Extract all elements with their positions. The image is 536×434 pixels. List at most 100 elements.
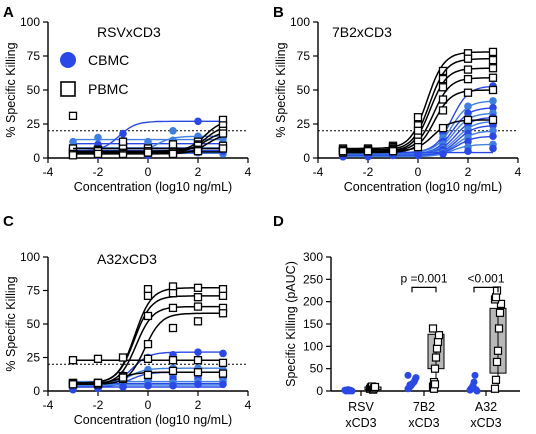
y-tick-label: 0 <box>316 384 323 398</box>
data-point-square <box>463 54 473 63</box>
y-tick-label: 300 <box>303 250 323 264</box>
y-tick-label: 25 <box>297 117 311 131</box>
y-tick-label: 25 <box>27 351 41 365</box>
data-point-square <box>168 323 178 333</box>
data-point-square <box>488 47 498 57</box>
y-tick-label: 50 <box>27 83 41 97</box>
x-tick-label: 4 <box>245 398 252 412</box>
data-point-square <box>168 282 178 291</box>
x-tick-label: 4 <box>245 165 252 179</box>
pbmc-data-point <box>495 308 505 317</box>
data-point-square <box>118 353 128 362</box>
data-point-square <box>143 354 153 363</box>
y-tick-label: 50 <box>310 362 324 376</box>
data-point-circle <box>194 348 202 356</box>
data-point-square <box>118 149 128 159</box>
category-label-line1: A32 <box>475 400 497 414</box>
data-point-square <box>218 309 228 318</box>
x-tick-label: -2 <box>93 398 104 412</box>
category-label-line1: RSV <box>348 400 374 414</box>
data-point-square <box>413 126 423 135</box>
data-point-square <box>118 137 128 146</box>
data-point-circle <box>464 137 472 146</box>
y-axis-title: % Specific Killing <box>4 276 18 371</box>
data-point-square <box>488 64 498 73</box>
data-point-square <box>168 140 178 149</box>
y-axis-title: % Specific Killing <box>4 42 18 137</box>
y-tick-label: 100 <box>20 250 40 264</box>
data-point-circle <box>489 132 497 141</box>
data-point-circle <box>119 129 127 138</box>
chart-title: 7B2xCD3 <box>332 24 392 40</box>
panel-letter: B <box>273 4 284 21</box>
x-tick-label: 0 <box>145 165 152 179</box>
data-point-circle <box>94 133 102 142</box>
pbmc-data-point <box>431 353 441 362</box>
data-point-square <box>168 303 178 313</box>
data-point-square <box>143 148 153 157</box>
x-tick-label: -2 <box>93 165 104 179</box>
category-label-line2: xCD3 <box>408 416 439 430</box>
category-label-line2: xCD3 <box>470 416 501 430</box>
x-tick-label: 2 <box>195 165 202 179</box>
data-point-circle <box>169 381 177 390</box>
data-point-circle <box>414 151 422 160</box>
x-tick-label: -4 <box>43 398 54 412</box>
y-tick-label: 250 <box>303 272 323 286</box>
data-point-circle <box>464 147 472 155</box>
y-axis-title: % Specific Killing <box>274 42 288 137</box>
y-tick-label: 50 <box>27 317 41 331</box>
data-point-square <box>463 88 473 97</box>
pbmc-data-point <box>433 337 443 346</box>
y-tick-label: 200 <box>303 295 323 309</box>
data-point-square <box>68 151 78 160</box>
data-point-square <box>68 380 78 389</box>
category-label-line1: 7B2 <box>413 400 435 414</box>
pbmc-data-point <box>496 299 506 308</box>
panel-letter: A <box>3 4 14 21</box>
data-point-square <box>143 339 153 349</box>
y-tick-label: 75 <box>297 49 311 63</box>
panel-d: D 0 50 100 150 200 250 300 Specific Killing (pAU… <box>273 213 520 430</box>
data-point-circle <box>489 127 497 135</box>
data-point-circle <box>169 127 177 135</box>
panel-letter: D <box>273 213 284 230</box>
data-point-square <box>68 356 78 365</box>
cbmc-data-point <box>348 387 356 395</box>
data-point-circle <box>489 97 497 105</box>
data-point-square <box>413 142 423 152</box>
data-point-square <box>218 129 228 138</box>
panel-a: A RSVxCD3 0 25 50 75 100 -4 -2 0 2 4 Concentration (… <box>3 4 252 194</box>
pbmc-data-point <box>428 324 438 333</box>
pbmc-data-point <box>370 382 380 392</box>
data-point-square <box>338 147 348 156</box>
y-tick-label: 75 <box>27 49 41 63</box>
pbmc-data-point <box>432 344 442 353</box>
data-point-square <box>93 354 103 363</box>
pbmc-data-point <box>491 293 501 302</box>
y-tick-label: 0 <box>33 151 40 165</box>
cbmc-data-point <box>471 371 479 379</box>
p-value-label: p =0.001 <box>400 271 447 285</box>
data-point-square <box>388 147 398 156</box>
data-point-square <box>168 356 178 365</box>
x-tick-label: 2 <box>465 165 472 179</box>
data-point-square <box>93 378 103 388</box>
legend-label: PBMC <box>88 81 128 97</box>
data-point-circle <box>144 137 152 146</box>
data-point-square <box>363 147 373 156</box>
p-value-label: <0.001 <box>467 271 504 285</box>
x-tick-label: 0 <box>145 398 152 412</box>
data-point-square <box>488 85 498 95</box>
cbmc-data-point <box>473 387 481 395</box>
data-point-square <box>438 83 448 92</box>
x-axis-title: Concentration (log10 ng/mL) <box>344 180 502 194</box>
data-point-square <box>463 74 473 84</box>
data-point-square <box>193 317 203 326</box>
y-tick-label: 0 <box>303 151 310 165</box>
data-point-square <box>218 358 228 368</box>
pbmc-data-point <box>493 346 503 355</box>
x-axis-title: Concentration (log10 ng/mL) <box>74 413 232 427</box>
data-point-square <box>193 293 203 302</box>
legend-label: CBMC <box>88 52 129 68</box>
